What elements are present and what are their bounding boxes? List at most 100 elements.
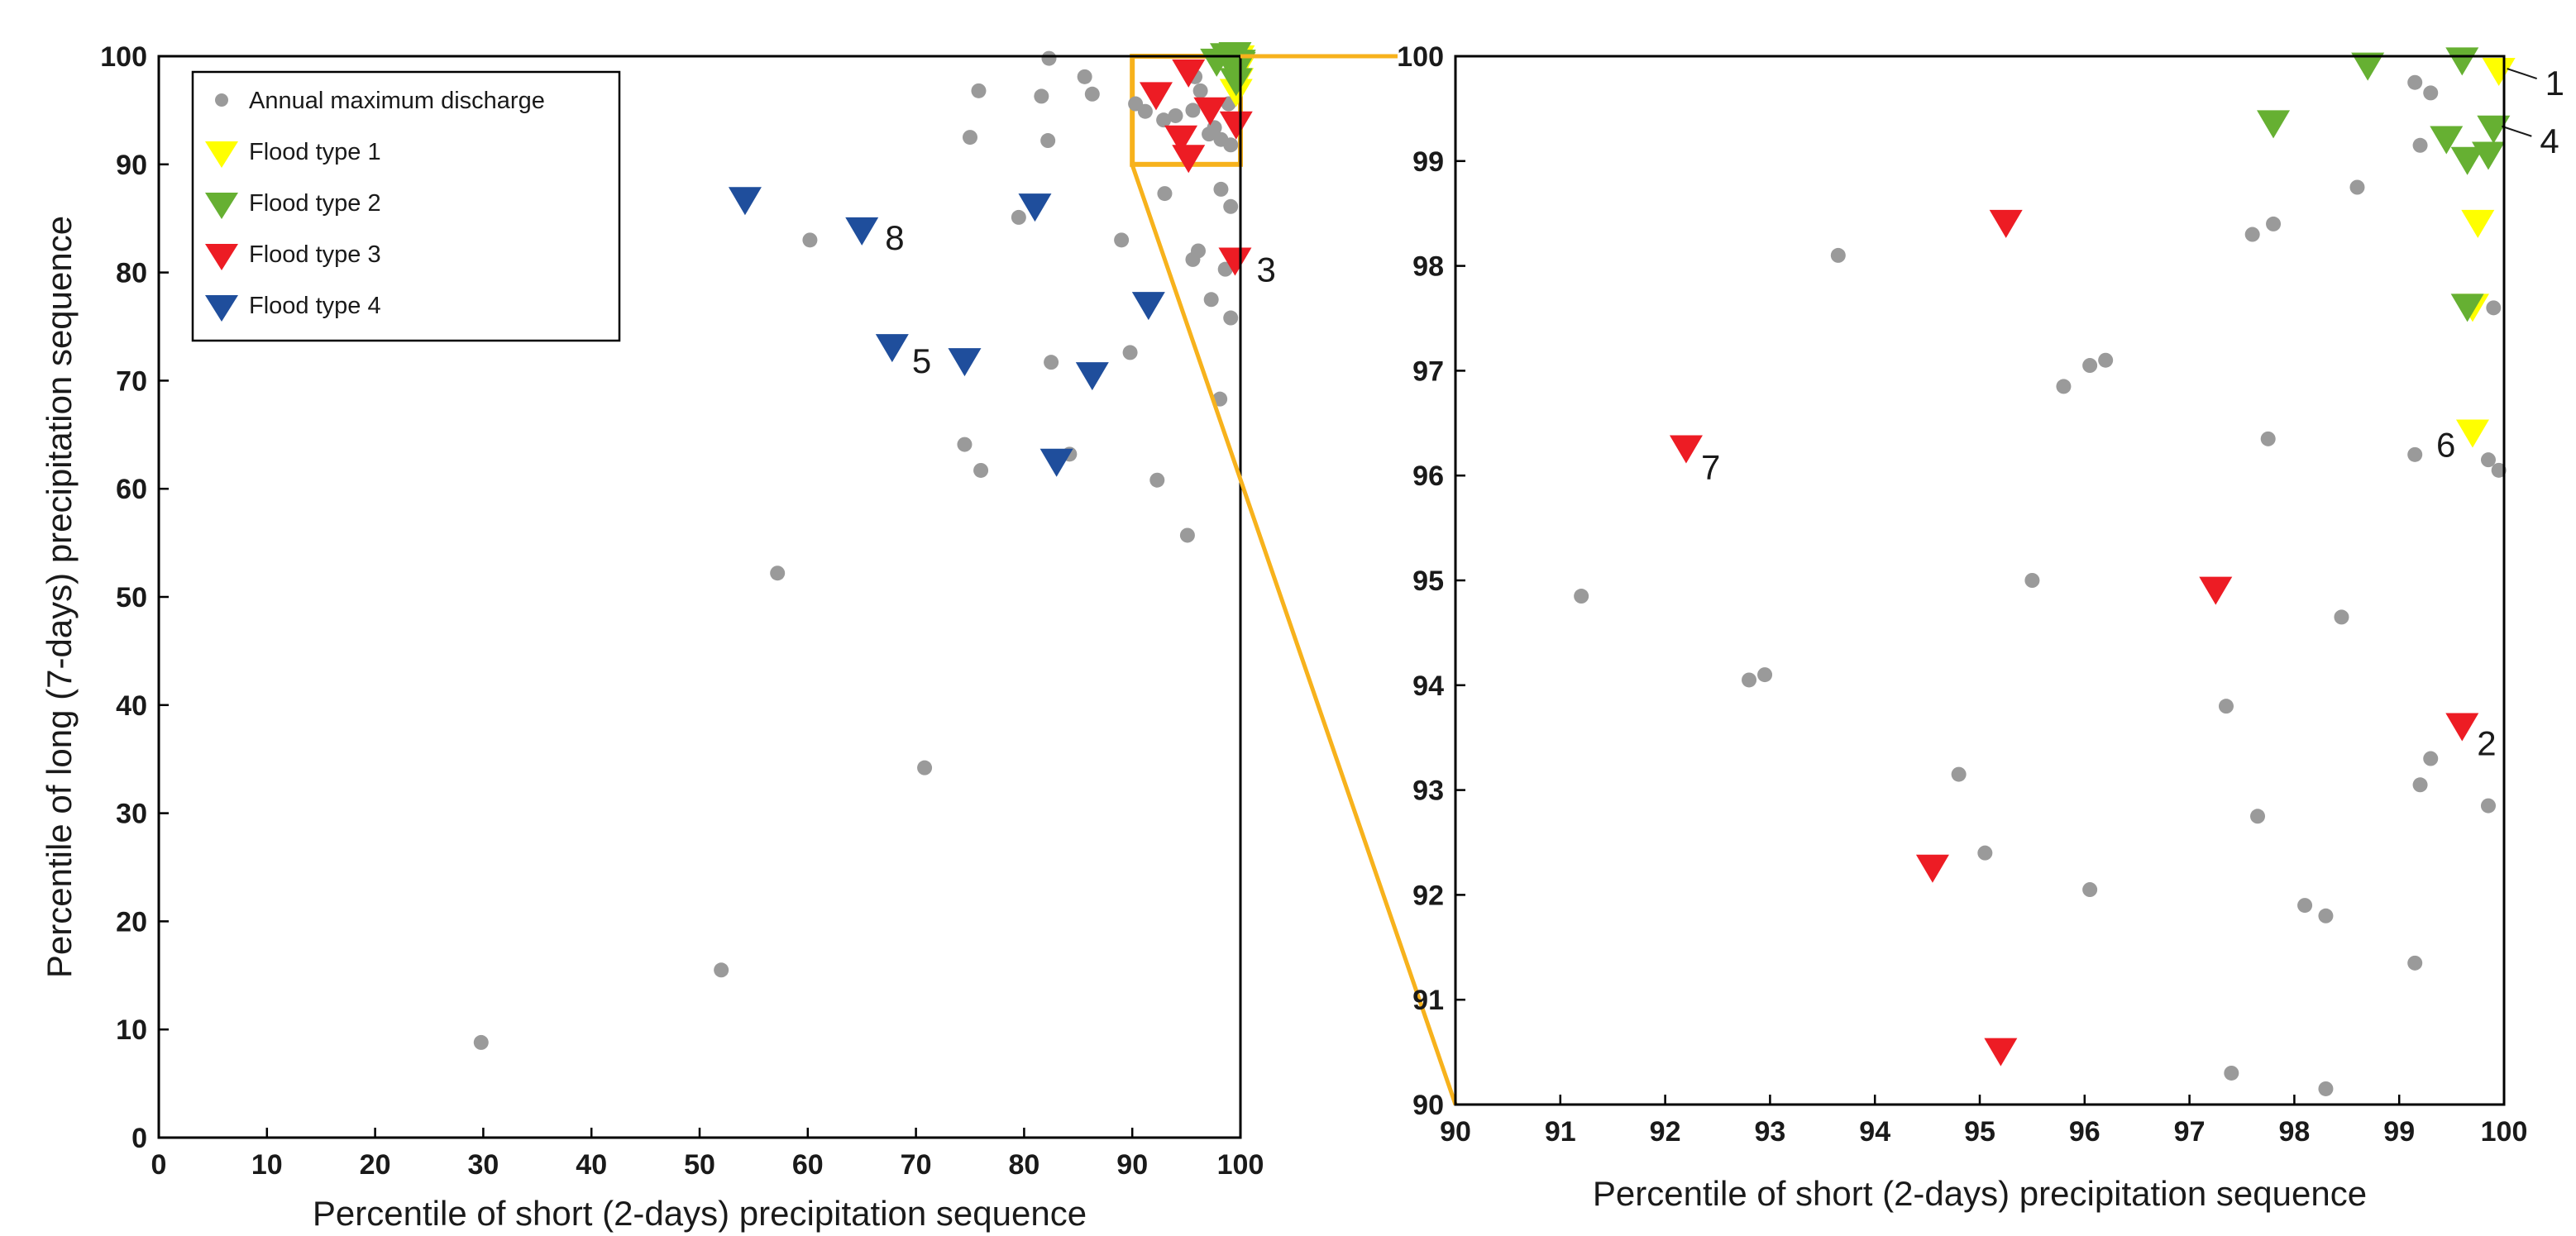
right-point-annual [1742,672,1757,688]
right-y-tick-label: 91 [1412,985,1444,1016]
legend-label-type4: Flood type 4 [249,293,381,319]
right-point-type2 [2471,141,2505,170]
right-x-tick-label: 90 [1440,1116,1471,1148]
left-y-tick-label: 0 [131,1123,147,1154]
right-point-type2 [2430,126,2464,155]
left-point-annual [1203,292,1219,308]
left-x-tick-label: 100 [1217,1149,1264,1181]
left-axis-ticks: 0 10 20 30 40 50 60 70 80 90 100 0 10 20 30 40 50 60 70 80 9… [100,41,1264,1181]
right-point-annual [2480,798,2496,814]
right-point-annual [2412,137,2428,153]
left-point-annual [1213,181,1229,197]
left-point-annual [1034,88,1049,104]
left-point-annual [1168,107,1183,123]
left-point-annual [1122,345,1138,360]
left-point-type4 [845,217,879,246]
right-y-tick-label: 99 [1412,146,1444,178]
legend-box [191,70,621,342]
right-y-tick-label: 92 [1412,880,1444,911]
right-point-annual [2266,216,2282,231]
right-x-tick-label: 97 [2174,1116,2206,1148]
right-point-type2 [2351,52,2385,81]
left-point-annual [1157,186,1173,202]
right-point-annual [2024,573,2040,588]
right-point-annual [1977,845,1993,861]
right-annotation-label: 1 [2545,64,2564,103]
left-x-tick-label: 20 [360,1149,391,1181]
right-scatter-panel: 90 91 92 93 94 95 96 97 98 99 100 90 91 92 93 94 95 96 97 9… [1397,41,2564,1213]
left-point-annual [1077,69,1092,84]
zoom-connector-bottom [1130,164,1458,1105]
right-point-type2 [2450,146,2484,175]
left-point-annual [963,130,977,146]
legend-marker-type2 [205,193,238,219]
left-point-annual [1223,137,1239,153]
right-x-tick-label: 100 [2481,1116,2528,1148]
left-point-annual [1084,86,1100,102]
right-point-annual [2412,777,2428,793]
left-x-tick-label: 70 [901,1149,932,1181]
right-annotations: 1 4 6 7 2 [1701,64,2564,763]
right-y-tick-label: 93 [1412,775,1444,807]
left-y-tick-label: 30 [116,799,147,830]
right-point-annual [2082,358,2098,374]
right-x-tick-label: 91 [1545,1116,1576,1148]
left-annotation-label: 5 [912,341,931,380]
right-point-annual [2318,1081,2334,1096]
left-y-tick-label: 90 [116,150,147,181]
right-point-type3 [2445,713,2479,742]
left-y-tick-label: 70 [116,365,147,397]
left-x-tick-label: 40 [576,1149,607,1181]
left-x-tick-label: 80 [1008,1149,1039,1181]
left-y-tick-label: 40 [116,690,147,722]
right-point-type2 [2450,293,2484,322]
legend-marker-type1 [205,141,238,168]
left-point-type3 [1164,125,1198,154]
left-y-tick-label: 50 [116,582,147,613]
left-point-annual [917,760,933,775]
right-x-tick-label: 99 [2383,1116,2415,1148]
right-point-annual [2407,74,2423,90]
right-point-annual [1951,766,1967,782]
left-point-annual [1011,209,1026,225]
right-x-tick-label: 98 [2278,1116,2310,1148]
right-point-annual [1757,667,1773,683]
right-y-tick-label: 94 [1412,670,1444,702]
left-point-annual [1044,355,1059,370]
left-point-type4 [875,334,909,363]
right-point-annual [2480,452,2496,468]
left-point-type4 [1131,292,1165,321]
right-y-tick-label: 95 [1412,566,1444,597]
right-y-tick-label: 96 [1412,461,1444,492]
right-point-annual [2297,898,2313,914]
right-point-annual [2486,300,2502,316]
right-point-type3 [1669,435,1703,464]
left-point-annual [1192,83,1208,98]
right-point-annual [2407,955,2423,971]
left-point-annual [1156,112,1172,128]
left-point-annual [1114,232,1130,248]
right-x-tick-label: 92 [1650,1116,1681,1148]
right-point-annual [2244,227,2260,242]
right-point-annual [2250,809,2266,824]
left-y-tick-label: 100 [100,41,147,73]
left-point-annual [770,566,786,581]
left-y-tick-label: 60 [116,474,147,505]
right-annotation-label: 6 [2436,425,2455,464]
left-point-annual [473,1034,489,1050]
left-y-tick-label: 10 [116,1014,147,1046]
right-annotation-label: 4 [2540,122,2559,160]
right-annotation-label: 7 [1701,448,1720,487]
left-point-annual [1149,472,1165,488]
left-point-type3 [1219,111,1253,140]
legend-label-type3: Flood type 3 [249,241,381,268]
right-y-tick-label: 100 [1397,41,1444,73]
right-point-type2 [2257,110,2291,139]
left-point-type3 [1218,247,1252,276]
right-point-type1 [2482,58,2516,87]
left-point-annual [971,83,987,98]
right-point-type2 [2445,47,2479,76]
left-point-annual [1190,243,1206,259]
left-y-axis-label: Percentile of long (7-days) precipitatio… [40,216,79,978]
